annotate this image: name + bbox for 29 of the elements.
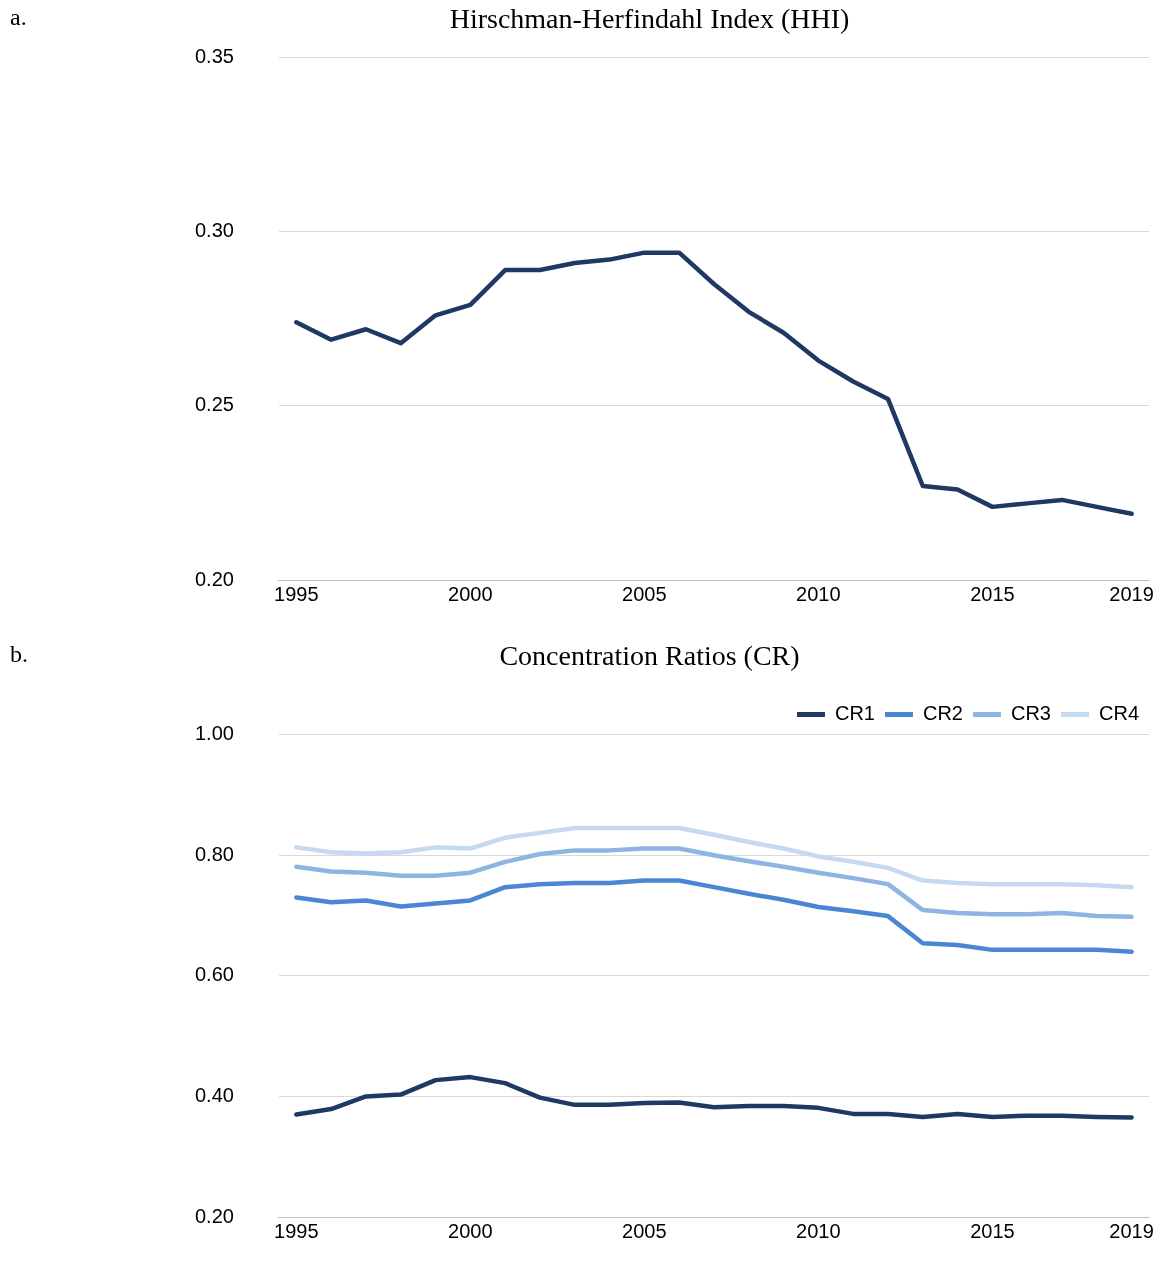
x-tick-label: 2000: [448, 1219, 493, 1242]
y-tick-label: 0.20: [194, 1204, 234, 1227]
x-tick-label: 2015: [970, 582, 1015, 605]
x-tick-label: 2019: [1109, 1219, 1154, 1242]
y-tick-label: 0.30: [194, 219, 234, 242]
y-tick-label: 0.35: [194, 45, 234, 68]
x-tick-label: 2010: [796, 1219, 841, 1242]
x-tick-label: 2005: [622, 582, 667, 605]
y-tick-label: 0.20: [194, 567, 234, 590]
legend-label: CR3: [1010, 702, 1051, 725]
y-tick-label: 0.40: [194, 1083, 234, 1106]
legend-label: CR1: [834, 702, 875, 725]
y-tick-label: 0.80: [194, 842, 234, 865]
text: b.: [10, 641, 28, 668]
y-tick-label: 1.00: [194, 722, 234, 745]
x-tick-label: 2015: [970, 1219, 1015, 1242]
text: a.: [10, 4, 27, 31]
x-tick-label: 1995: [274, 1219, 319, 1242]
legend-label: CR4: [1098, 702, 1140, 725]
x-tick-label: 2019: [1109, 582, 1154, 605]
y-tick-label: 0.25: [194, 393, 234, 416]
chart-title: Concentration Ratios (CR): [499, 640, 800, 672]
x-tick-label: 2005: [622, 1219, 667, 1242]
x-tick-label: 2010: [796, 582, 841, 605]
x-tick-label: 2000: [448, 582, 493, 605]
y-tick-label: 0.60: [194, 963, 234, 986]
legend-label: CR2: [922, 702, 963, 725]
x-tick-label: 1995: [274, 582, 319, 605]
chart-title: Hirschman-Herfindahl Index (HHI): [449, 3, 850, 35]
